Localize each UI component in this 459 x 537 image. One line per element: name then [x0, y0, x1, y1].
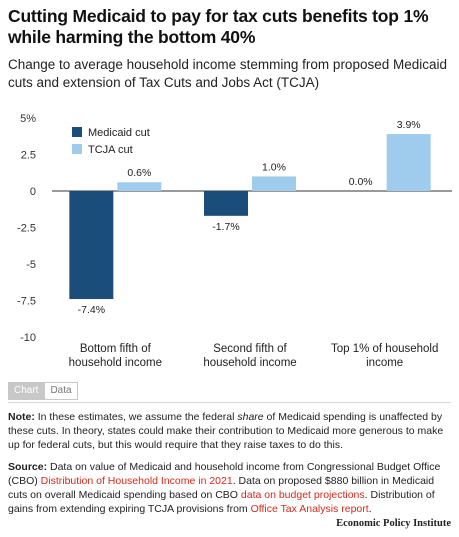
- source-body-1: Data on value of Medicaid and household …: [8, 461, 441, 487]
- source-body-4: .: [368, 503, 372, 515]
- data-label: 1.0%: [262, 161, 286, 173]
- x-tick-label: household income: [203, 357, 296, 369]
- bar-chart: 5% 2.5 0 -2.5 -5 -7.5 -10 -7.4% 0.6% Bottom fifth…: [17, 113, 452, 369]
- source-link-budget-projections[interactable]: data on budget projections: [240, 489, 365, 501]
- note-text: Note: In these estimates, we assume the …: [8, 410, 453, 452]
- legend-label: TCJA cut: [88, 144, 133, 156]
- bar-medicaid-cut-1: [69, 191, 114, 300]
- source-label: Source:: [8, 461, 48, 473]
- note-body-1: In these estimates, we assume the federa…: [34, 411, 238, 423]
- brand-logo: Economic Policy Institute: [336, 518, 451, 529]
- bar-tcja-cut-3: [386, 134, 431, 191]
- note-body-2: of Medicaid spending is unaffected by th…: [8, 411, 444, 451]
- x-tick-label: Bottom fifth of: [80, 343, 152, 355]
- divider: [8, 402, 451, 403]
- chart-subtitle: Change to average household income stemm…: [8, 57, 448, 90]
- y-tick-label: -7.5: [17, 296, 36, 308]
- bar-tcja-cut-2: [252, 176, 296, 191]
- data-label: -1.7%: [212, 221, 239, 233]
- data-label: 0.6%: [127, 167, 151, 179]
- tab-data[interactable]: Data: [44, 382, 78, 400]
- y-tick-label: -5: [26, 259, 36, 271]
- chart-title: Cutting Medicaid to pay for tax cuts ben…: [8, 6, 429, 47]
- source-text: Source: Data on value of Medicaid and ho…: [8, 460, 453, 516]
- note-emphasis: share: [237, 411, 264, 423]
- legend-swatch: [72, 127, 82, 137]
- view-tabs: Chart Data: [8, 382, 78, 400]
- tab-chart[interactable]: Chart: [8, 382, 45, 400]
- source-body-3: . Distribution of gains from extending e…: [8, 489, 435, 515]
- x-tick-label: Top 1% of household: [331, 343, 438, 355]
- y-tick-label: 5%: [20, 113, 36, 125]
- x-tick-label: income: [366, 357, 403, 369]
- x-tick-label: Second fifth of: [213, 343, 287, 355]
- source-link-tax-analysis[interactable]: Office Tax Analysis report: [250, 503, 369, 515]
- bar-tcja-cut-1: [117, 182, 162, 191]
- legend-label: Medicaid cut: [88, 127, 150, 139]
- data-label: 3.9%: [397, 119, 421, 131]
- source-link-household-income[interactable]: Distribution of Household Income in 2021: [40, 475, 233, 487]
- y-tick-label: -2.5: [17, 223, 36, 235]
- y-tick-label: 2.5: [21, 150, 36, 162]
- note-label: Note:: [8, 411, 35, 423]
- data-label: -7.4%: [78, 304, 105, 316]
- data-label: 0.0%: [349, 176, 373, 188]
- bar-medicaid-cut-2: [204, 191, 248, 216]
- y-tick-label: -10: [20, 332, 36, 344]
- x-tick-label: household income: [69, 357, 162, 369]
- legend-swatch: [72, 144, 82, 154]
- source-body-2: . Data on proposed $880 billion in Medic…: [8, 475, 435, 501]
- y-tick-label: 0: [30, 186, 36, 198]
